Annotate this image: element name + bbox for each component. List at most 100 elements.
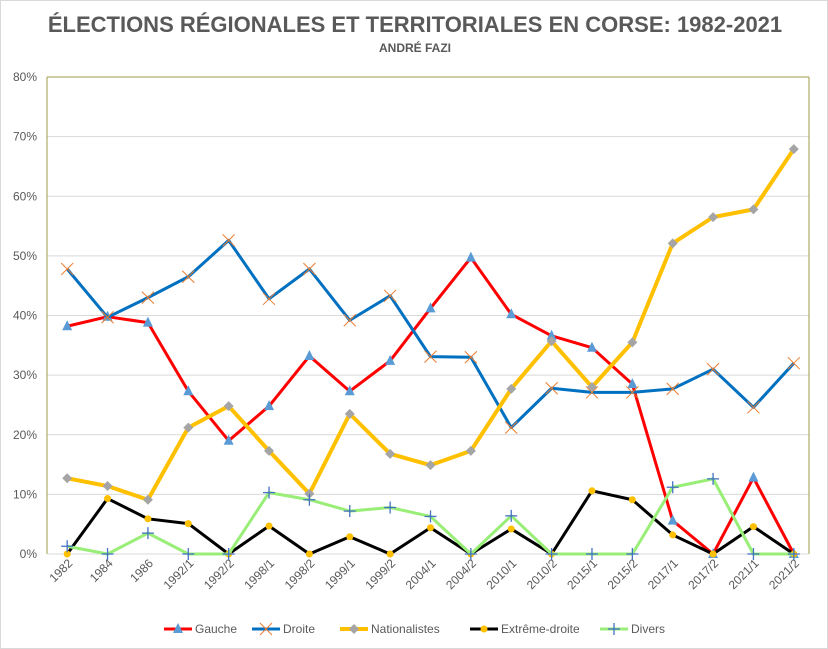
data-point-nationalistes [62,473,73,484]
data-point-nationalistes [102,481,113,492]
y-tick-label: 30% [13,368,37,382]
data-point-gauche [425,302,436,313]
data-point-gauche [385,354,396,365]
data-point-droite [504,421,518,434]
x-tick-label: 1998/1 [241,556,277,592]
data-point-divers [787,548,800,560]
data-point-nationalistes [344,408,355,419]
x-tick-label: 2015/2 [605,556,641,592]
y-tick-label: 70% [13,130,37,144]
data-point-nationalistes [506,383,517,394]
data-point-extr-me-droite [386,550,394,558]
data-point-divers [384,501,397,514]
data-point-extr-me-droite [588,487,596,495]
data-point-extr-me-droite [749,523,757,531]
data-point-gauche [667,514,678,525]
y-tick-label: 50% [13,249,37,263]
data-point-divers [61,540,74,553]
series-line-droite [66,238,795,430]
x-tick-label: 2021/2 [766,556,802,592]
data-point-extr-me-droite [669,531,677,539]
data-point-gauche [62,320,73,331]
x-tick-label: 2010/2 [524,556,560,592]
y-tick-label: 60% [13,189,37,203]
x-tick-label: 1982 [47,556,76,585]
data-point-divers [263,486,276,499]
x-tick-label: 2010/1 [484,556,520,592]
data-point-divers [666,481,679,494]
data-point-divers [343,505,356,518]
data-point-extr-me-droite [305,550,313,558]
legend-marker-extr-me-droite [480,625,488,633]
data-point-divers [182,548,195,560]
data-point-gauche [506,308,517,319]
x-tick-label: 1992/2 [201,556,237,592]
data-point-nationalistes [667,238,678,249]
data-point-droite [343,313,357,327]
data-point-gauche [627,378,638,389]
data-point-nationalistes [748,204,759,215]
x-tick-label: 2004/2 [443,556,479,592]
chart-title: ÉLECTIONS RÉGIONALES ET TERRITORIALES EN… [47,12,783,37]
data-point-gauche [344,385,355,396]
data-point-nationalistes [385,448,396,459]
series-line-gauche [66,256,796,556]
data-point-droite [585,386,599,399]
x-tick-label: 2021/1 [726,556,762,592]
data-point-extr-me-droite [709,550,717,558]
legend-label-droite: Droite [283,622,315,636]
data-point-nationalistes [264,445,275,456]
legend-label-extr-me-droite: Extrême-droite [501,622,580,636]
x-tick-label: 2015/1 [564,556,600,592]
data-point-droite [262,292,276,306]
x-tick-label: 2017/2 [685,556,721,592]
x-tick-label: 1999/2 [362,556,398,592]
data-point-extr-me-droite [63,550,71,558]
data-point-droite [747,400,760,414]
data-point-extr-me-droite [104,495,112,503]
data-point-nationalistes [465,445,476,456]
data-point-nationalistes [223,401,234,412]
data-point-gauche [264,400,275,411]
y-tick-label: 80% [13,70,37,84]
y-tick-label: 10% [13,487,37,501]
data-point-gauche [748,471,759,482]
data-point-droite [625,386,639,399]
data-point-nationalistes [546,336,557,347]
data-point-nationalistes [142,494,153,505]
data-point-droite [181,270,195,284]
data-point-gauche [465,251,476,262]
y-tick-label: 20% [13,428,37,442]
data-point-nationalistes [586,382,597,393]
data-point-gauche [223,434,234,445]
data-point-gauche [183,385,194,396]
x-tick-label: 1999/1 [322,556,358,592]
legend-label-divers: Divers [631,622,665,636]
x-tick-label: 1984 [87,556,116,585]
data-point-droite [383,289,397,303]
x-tick-label: 1986 [127,556,156,585]
data-point-extr-me-droite [628,496,636,504]
series-line-nationalistes [66,148,796,502]
data-point-extr-me-droite [144,515,152,523]
chart-subtitle: ANDRÉ FAZI [379,41,451,55]
data-point-gauche [142,316,153,327]
legend-label-nationalistes: Nationalistes [371,622,440,636]
data-point-droite [787,356,801,370]
data-point-divers [424,510,437,523]
y-tick-label: 0% [20,547,38,561]
legend-marker-droite [259,622,273,636]
data-point-droite [303,262,316,276]
data-point-divers [545,548,558,560]
data-point-droite [706,362,720,376]
data-point-gauche [546,329,557,340]
data-point-extr-me-droite [346,533,354,541]
data-point-droite [101,310,114,324]
legend-marker-nationalistes [349,624,359,634]
data-point-droite [60,262,74,276]
data-point-extr-me-droite [265,522,273,530]
data-point-divers [505,509,518,522]
legend-marker-divers [608,623,620,635]
